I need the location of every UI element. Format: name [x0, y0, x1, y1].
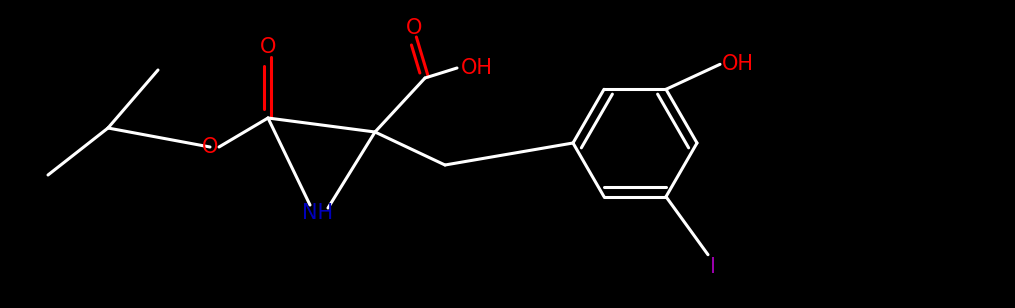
Text: OH: OH [722, 54, 754, 74]
Text: O: O [406, 18, 422, 38]
Text: OH: OH [461, 58, 493, 78]
Text: O: O [260, 37, 276, 57]
Text: O: O [202, 137, 218, 157]
Text: NH: NH [302, 203, 334, 223]
Text: I: I [710, 257, 716, 277]
